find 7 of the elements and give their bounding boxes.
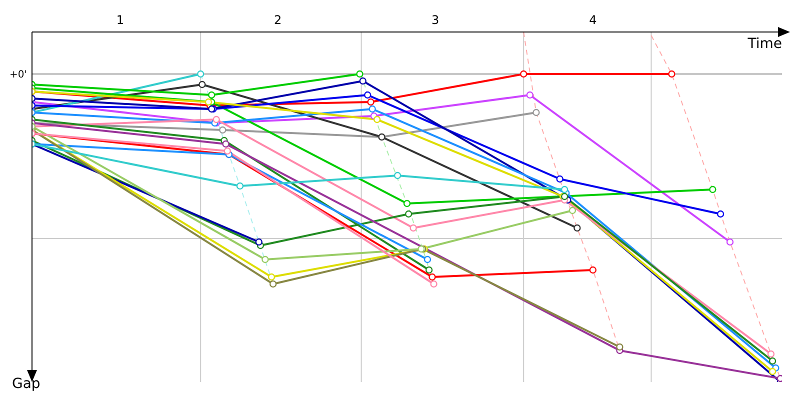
x-tick-label: 4 xyxy=(589,13,597,27)
y-axis-title: Gap xyxy=(12,376,40,392)
x-tick-label: 1 xyxy=(116,13,124,27)
ref-line-label: +0' xyxy=(10,70,27,81)
x-axis-title: Time xyxy=(748,36,782,52)
x-tick-label: 3 xyxy=(432,13,440,27)
x-tick-label: 2 xyxy=(274,13,282,27)
